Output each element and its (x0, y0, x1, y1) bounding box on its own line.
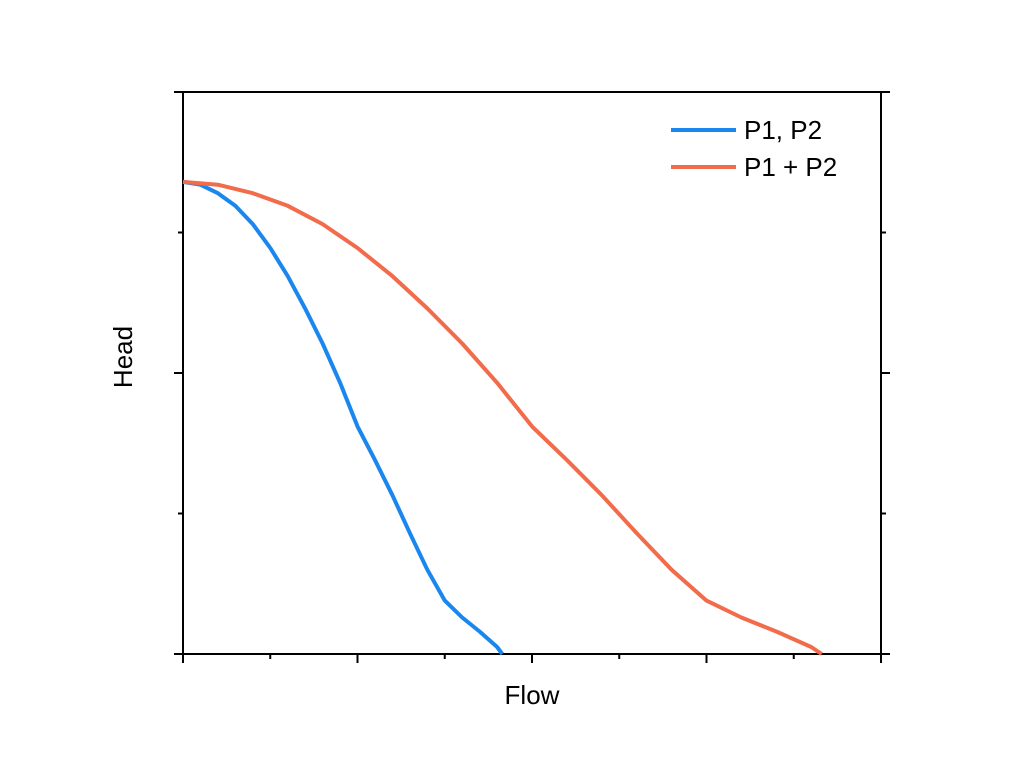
axis-ticks (174, 91, 890, 663)
series-lines (182, 179, 823, 656)
series-line-2 (182, 179, 823, 656)
x-axis-label: Flow (505, 680, 560, 710)
legend: P1, P2 P1 + P2 (671, 115, 837, 182)
legend-label-1: P1, P2 (744, 115, 822, 145)
y-axis-label: Head (108, 326, 138, 388)
legend-label-2: P1 + P2 (744, 152, 837, 182)
series-line-1 (182, 179, 504, 656)
